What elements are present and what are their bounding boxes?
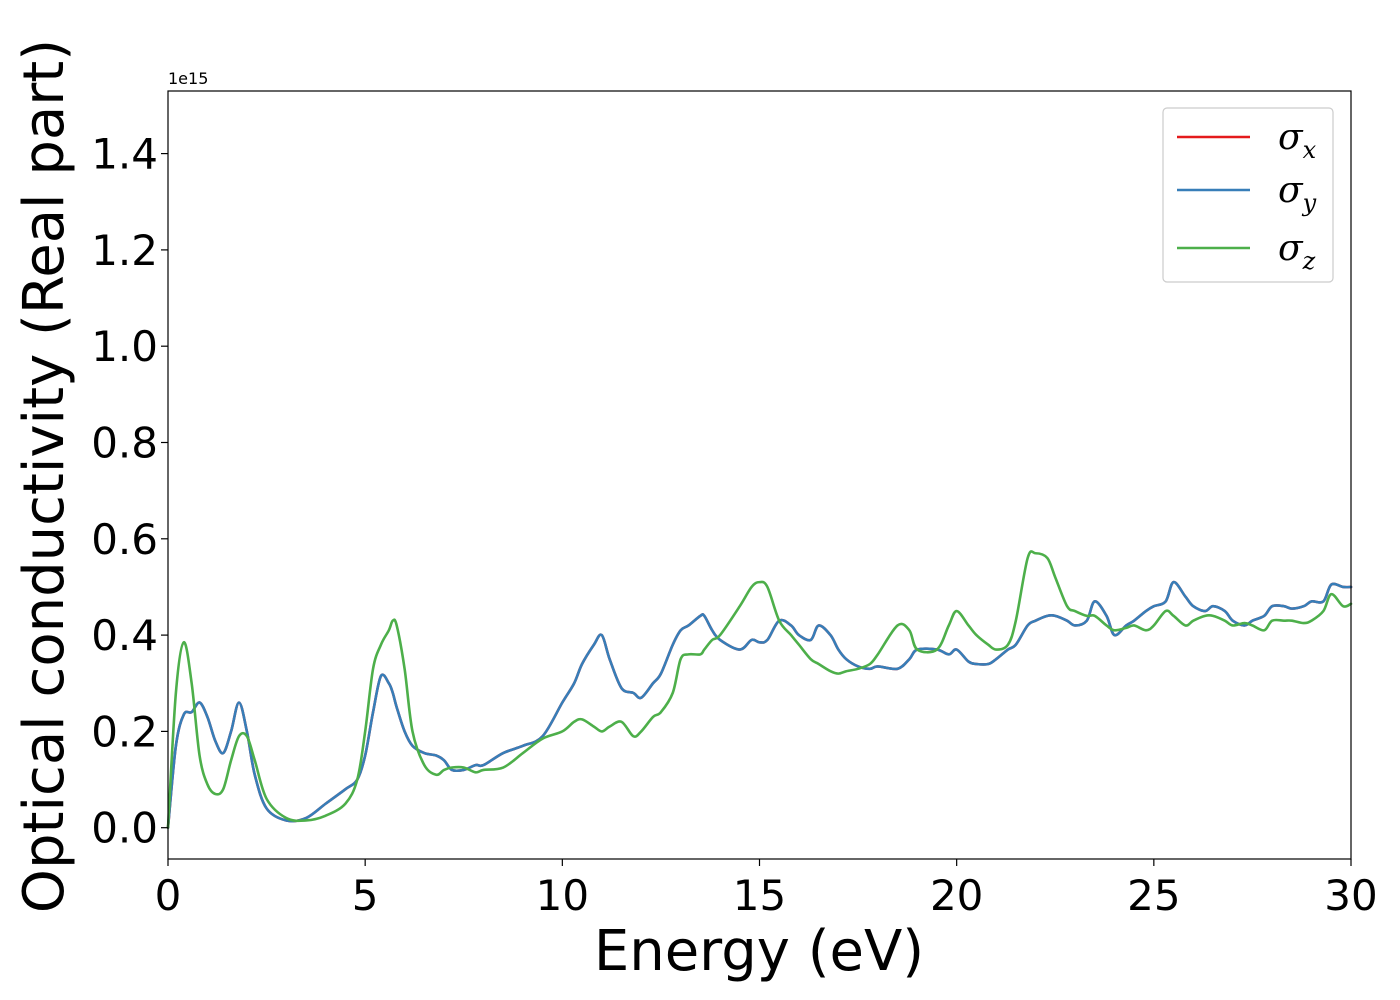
y-axis-title: Optical conductivity (Real part) <box>12 39 77 913</box>
x-axis-ticks: 0 5 10 15 20 25 30 <box>155 859 1378 920</box>
series-line-3 <box>166 550 1353 829</box>
y-offset-label: 1e15 <box>168 69 208 88</box>
x-tick-label: 20 <box>930 871 983 920</box>
x-tick-label: 10 <box>536 871 589 920</box>
y-tick-label: 1.4 <box>91 130 158 179</box>
y-tick-label: 0.8 <box>91 418 158 467</box>
y-tick-label: 0.2 <box>91 707 158 756</box>
series-layer <box>166 550 1353 829</box>
x-tick-label: 30 <box>1324 871 1377 920</box>
x-tick-label: 5 <box>352 871 379 920</box>
y-tick-label: 1.0 <box>91 322 158 371</box>
series-line-2 <box>166 580 1353 829</box>
x-tick-label: 25 <box>1127 871 1180 920</box>
y-tick-label: 0.6 <box>91 515 158 564</box>
y-axis-ticks: 0.0 0.2 0.4 0.6 0.8 1.0 1.2 1.4 <box>91 130 168 853</box>
x-tick-label: 15 <box>733 871 786 920</box>
y-tick-label: 1.2 <box>91 226 158 275</box>
y-tick-label: 0.4 <box>91 611 158 660</box>
legend-box <box>1162 107 1334 283</box>
x-axis-title: Energy (eV) <box>594 919 924 984</box>
x-tick-label: 0 <box>155 871 182 920</box>
y-tick-label: 0.0 <box>91 804 158 853</box>
series-line-1 <box>166 580 1353 829</box>
legend-label-x: σx <box>1278 117 1317 164</box>
legend-label-y: σy <box>1278 170 1317 217</box>
